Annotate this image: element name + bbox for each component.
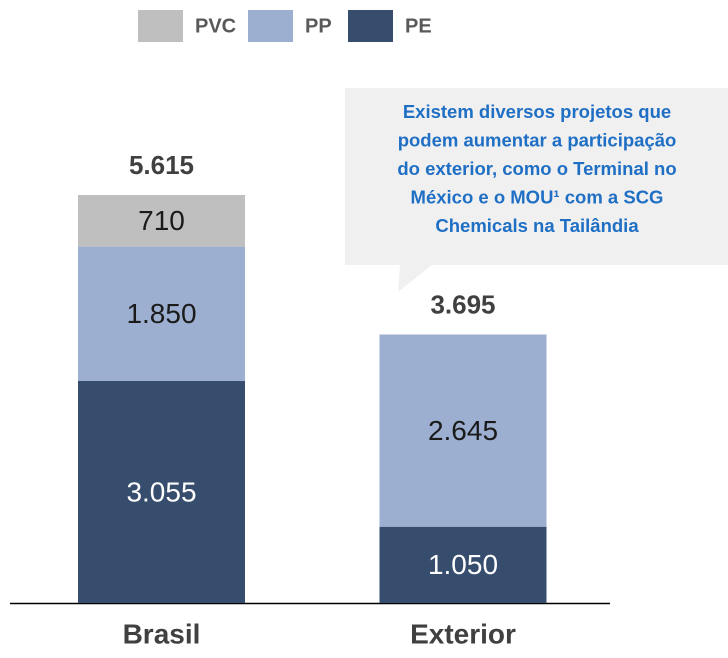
segment-label: 710 <box>138 205 185 236</box>
legend-label: PP <box>305 15 332 37</box>
bar-segment <box>78 195 245 247</box>
legend-label: PE <box>405 15 432 37</box>
x-tick-label: Brasil <box>123 618 201 649</box>
legend-swatch <box>348 10 393 42</box>
segment-label: 2.645 <box>428 415 498 446</box>
segment-label: 1.050 <box>428 549 498 580</box>
segment-label: 3.055 <box>126 476 196 507</box>
annotation-line: do exterior, como o Terminal no <box>397 158 676 179</box>
total-label: 3.695 <box>430 289 495 319</box>
bar-segment <box>78 246 245 382</box>
segment-label: 1.850 <box>126 298 196 329</box>
annotation-line: podem aumentar a participação <box>398 129 677 150</box>
annotation-line: Chemicals na Tailândia <box>435 215 639 236</box>
callout-box <box>345 88 728 292</box>
annotation-line: México e o MOU¹ com a SCG <box>411 186 664 207</box>
total-label: 5.615 <box>129 150 194 180</box>
bar-segment <box>379 526 547 603</box>
bar-segment <box>78 381 245 603</box>
annotation-line: Existem diversos projetos que <box>403 101 671 122</box>
legend-swatch <box>138 10 183 42</box>
bar-segment <box>379 334 547 527</box>
x-tick-label: Exterior <box>410 618 516 649</box>
legend-label: PVC <box>195 15 236 37</box>
legend-swatch <box>248 10 293 42</box>
